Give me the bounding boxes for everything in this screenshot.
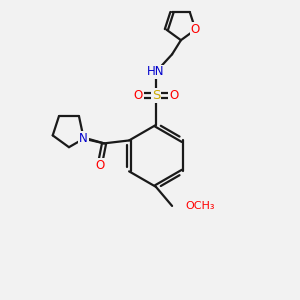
Text: S: S [152, 89, 160, 102]
Text: O: O [191, 23, 200, 36]
Text: OCH₃: OCH₃ [185, 201, 215, 211]
Text: O: O [169, 89, 178, 102]
Text: O: O [134, 89, 143, 102]
Text: N: N [80, 132, 88, 145]
Text: O: O [95, 159, 104, 172]
Text: HN: HN [147, 65, 165, 79]
